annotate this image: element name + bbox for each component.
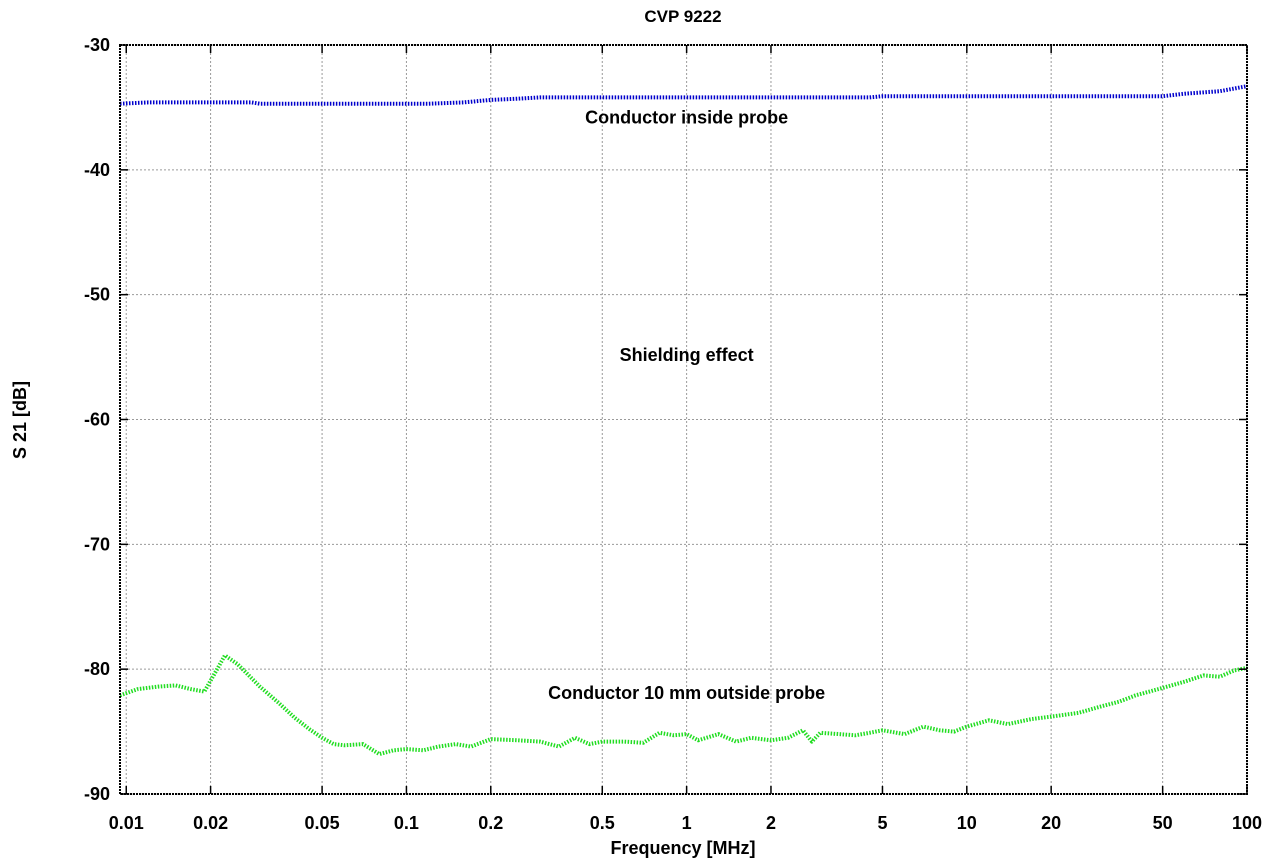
series-line-inside-probe — [119, 84, 1248, 106]
x-tick-label: 10 — [957, 813, 977, 833]
y-tick-label: -50 — [84, 285, 110, 305]
y-tick-label: -40 — [84, 160, 110, 180]
y-tick-label: -80 — [84, 659, 110, 679]
x-tick-label: 0.02 — [193, 813, 228, 833]
x-tick-label: 0.2 — [478, 813, 503, 833]
series-layer — [119, 84, 1248, 757]
y-tick-label: -60 — [84, 410, 110, 430]
chart-annotation: Conductor 10 mm outside probe — [548, 683, 825, 703]
chart-annotation: Conductor inside probe — [585, 108, 788, 128]
x-tick-label: 100 — [1232, 813, 1262, 833]
annotations: Conductor inside probe Shielding effect Co… — [548, 108, 825, 703]
y-tick-label: -70 — [84, 534, 110, 554]
y-tick-label: -30 — [84, 35, 110, 55]
grid — [120, 44, 1248, 795]
series-line-outside-probe — [119, 653, 1248, 757]
x-axis-label: Frequency [MHz] — [610, 838, 755, 858]
chart-annotation: Shielding effect — [620, 345, 754, 365]
x-tick-label: 0.1 — [394, 813, 419, 833]
x-tick-label: 0.5 — [590, 813, 615, 833]
x-tick-label: 0.05 — [305, 813, 340, 833]
x-tick-label: 50 — [1153, 813, 1173, 833]
x-tick-label: 20 — [1041, 813, 1061, 833]
x-tick-label: 0.01 — [109, 813, 144, 833]
x-tick-label: 5 — [877, 813, 887, 833]
y-tick-label: -90 — [84, 784, 110, 804]
chart-title: CVP 9222 — [644, 7, 721, 26]
y-axis-label: S 21 [dB] — [10, 381, 30, 459]
x-tick-label: 1 — [682, 813, 692, 833]
ticks: 0.01 0.02 0.05 0.1 0.2 0.5 1 2 5 10 20 50 100 -30 -40 -… — [84, 35, 1262, 833]
x-tick-label: 2 — [766, 813, 776, 833]
